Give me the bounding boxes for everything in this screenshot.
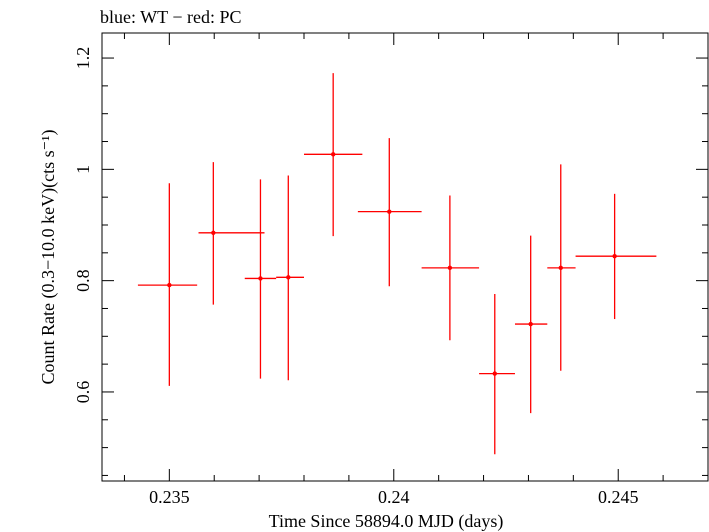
data-point (421, 195, 480, 341)
data-point (198, 162, 265, 305)
point-marker (167, 282, 172, 288)
x-tick-label: 0.245 (598, 487, 639, 507)
point-marker (258, 276, 263, 281)
point-marker (612, 253, 617, 259)
y-tick-label: 0.8 (73, 269, 93, 292)
chart-title: blue: WT − red: PC (100, 7, 241, 27)
y-axis: 0.6 0.8 1 1.2 (73, 47, 708, 476)
data-point (304, 73, 363, 237)
y-tick-label: 1 (73, 165, 93, 174)
point-marker (387, 209, 392, 214)
y-axis-label: Count Rate (0.3−10.0 keV)(cts s⁻¹) (38, 129, 59, 384)
plot-frame (101, 32, 709, 482)
data-point (547, 164, 576, 371)
data-point (357, 138, 422, 287)
point-marker (492, 371, 497, 376)
y-tick-label: 1.2 (73, 47, 93, 70)
point-marker (528, 321, 533, 327)
point-marker (211, 230, 216, 235)
data-point (137, 183, 198, 386)
point-marker (447, 265, 453, 271)
x-tick-label: 0.235 (149, 487, 190, 507)
x-axis: 0.235 0.24 0.245 (123, 33, 709, 507)
data-point (479, 294, 515, 455)
y-tick-label: 0.6 (73, 381, 93, 404)
pc-series (137, 73, 657, 455)
data-point (276, 175, 304, 381)
data-point (244, 179, 277, 379)
point-marker (286, 275, 291, 280)
x-tick-label: 0.24 (378, 487, 410, 507)
point-marker (558, 265, 563, 271)
point-marker (330, 152, 336, 157)
data-point (575, 193, 657, 320)
x-axis-label: Time Since 58894.0 MJD (days) (269, 511, 504, 532)
data-point (514, 235, 548, 414)
